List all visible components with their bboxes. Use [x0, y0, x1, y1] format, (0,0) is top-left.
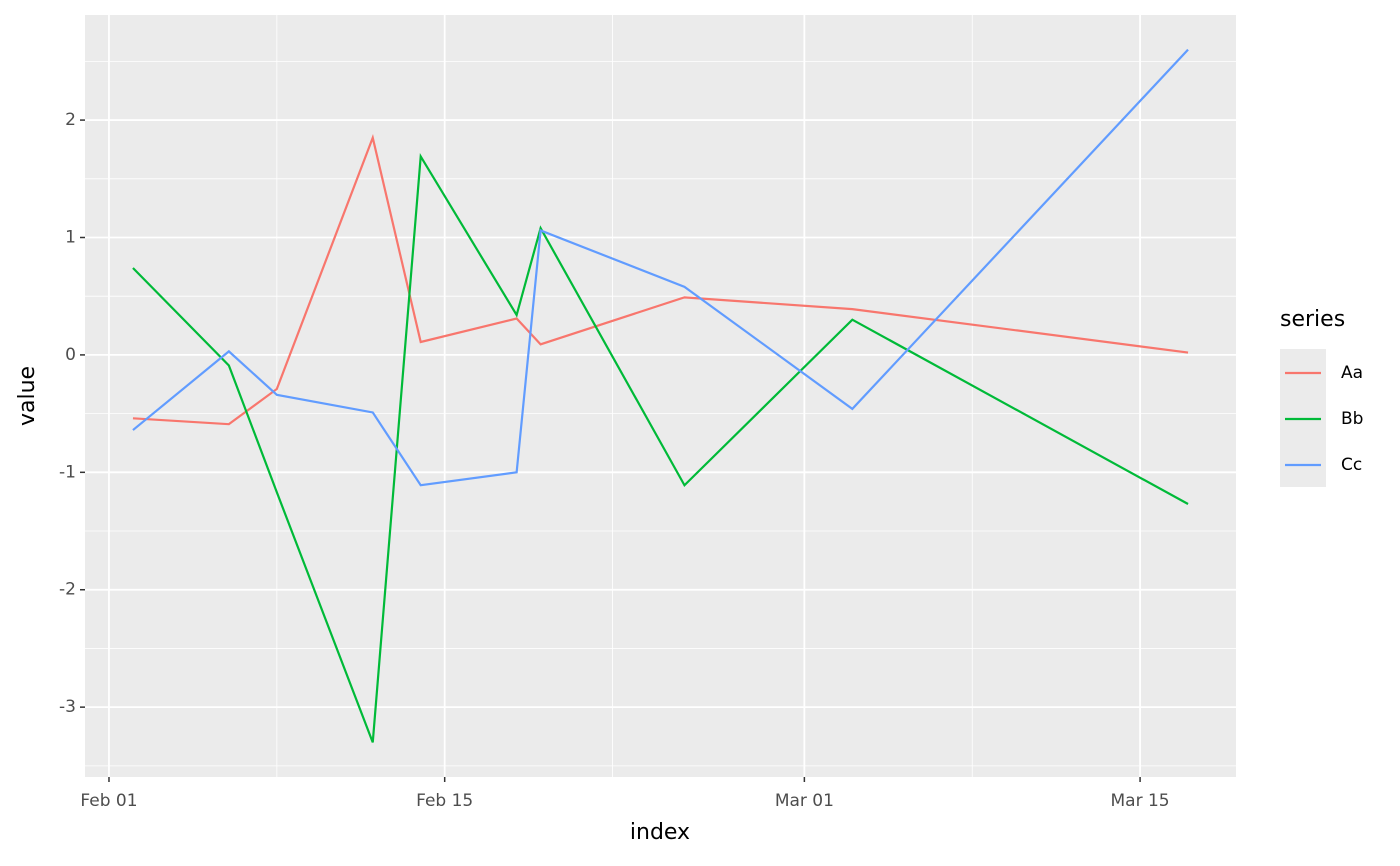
axes: -3 -2 -1 0 1 2 Feb 01 Feb 15 Mar 01 Mar 15 [59, 110, 1170, 811]
x-tick-label: Mar 15 [1111, 791, 1170, 811]
legend-label: Bb [1341, 409, 1363, 429]
x-tick-label: Feb 15 [416, 791, 473, 811]
y-tick-label: 0 [65, 345, 76, 365]
series-line [132, 153, 1189, 743]
x-tick-label: Feb 01 [80, 791, 137, 811]
x-tick-label: Mar 01 [775, 791, 834, 811]
panel-background [85, 15, 1236, 777]
series-line [132, 48, 1189, 487]
lines [132, 48, 1189, 743]
legend-label: Cc [1341, 455, 1362, 475]
y-tick-label: 2 [65, 110, 76, 130]
x-axis-title: index [630, 820, 690, 845]
legend-label: Aa [1341, 363, 1363, 383]
y-axis-title: value [15, 366, 40, 426]
grid [85, 15, 1236, 777]
y-tick-label: 1 [65, 227, 76, 247]
y-tick-label: -2 [59, 580, 76, 600]
y-tick-label: -1 [59, 462, 76, 482]
y-tick-label: -3 [59, 697, 76, 717]
legend: Aa Bb Cc [1285, 363, 1363, 475]
series-line [132, 133, 1189, 426]
legend-title: series [1280, 307, 1345, 332]
